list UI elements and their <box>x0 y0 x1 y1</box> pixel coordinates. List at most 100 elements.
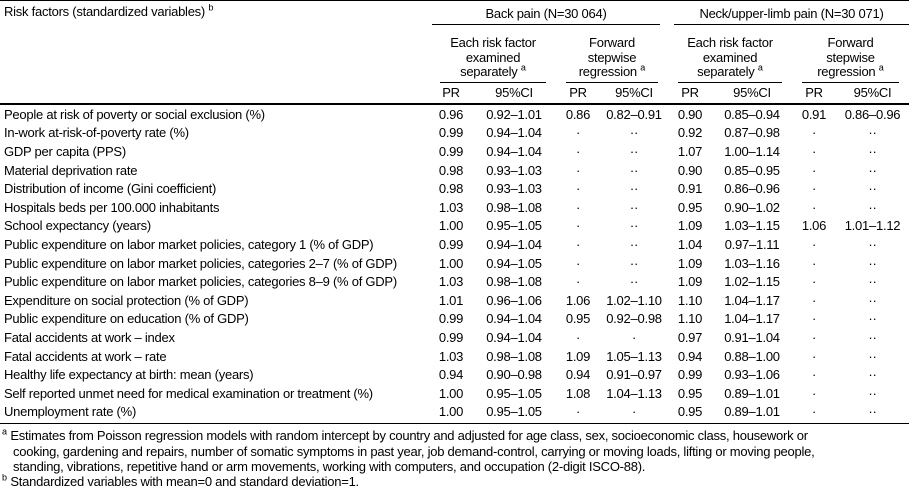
back-separate-pr-value: 0.99 <box>438 329 464 345</box>
back-forward-pr-value: · <box>575 143 581 159</box>
table-row: Public expenditure on labor market polic… <box>0 235 909 254</box>
subheader-footnote-marker: a <box>640 62 646 73</box>
subheader-text: Each risk factor examined separately <box>687 35 773 79</box>
group-header-row: Risk factors (standardized variables) b … <box>0 1 909 25</box>
neck-forward-ci-value: ·· <box>868 181 877 197</box>
neck-forward-ci-value: ·· <box>868 255 877 271</box>
back-separate-ci-value: 0.94–1.04 <box>486 125 542 141</box>
risk-factor-label: School expectancy (years) <box>4 218 151 234</box>
neck-forward-ci-value: ·· <box>868 199 877 215</box>
neck-forward-pr-value: 0.91 <box>801 106 827 122</box>
risk-factor-label: Healthy life expectancy at birth: mean (… <box>4 367 254 383</box>
risk-factor-label: Self reported unmet need for medical exa… <box>4 385 373 401</box>
neck-forward-pr-value: · <box>811 143 817 159</box>
neck-forward-pr-value: · <box>811 292 817 308</box>
back-forward-pr-value: · <box>575 199 581 215</box>
back-forward-ci-value: · <box>631 404 637 420</box>
back-forward-ci-value: ·· <box>629 255 639 271</box>
back-separate-pr-value: 1.00 <box>438 385 464 401</box>
back-separate-ci-value: 0.95–1.05 <box>486 385 542 401</box>
neck-separate-pr-value: 1.07 <box>677 143 703 159</box>
neck-separate-ci-value: 0.85–0.95 <box>724 162 780 178</box>
table-row: Expenditure on social protection (% of G… <box>0 291 909 310</box>
neck-separate-pr-value: 0.95 <box>677 404 703 420</box>
neck-separate-pr-value: 1.09 <box>677 255 703 271</box>
subheader-text: Forward stepwise regression <box>817 35 876 79</box>
neck-separate-ci-value: 1.03–1.16 <box>724 255 780 271</box>
back-forward-pr-value: 0.95 <box>565 311 591 327</box>
table-body: People at risk of poverty or social excl… <box>0 105 909 421</box>
table-row: Fatal accidents at work – index 0.99 0.9… <box>0 328 909 347</box>
back-separate-pr-value: 0.99 <box>438 236 464 252</box>
footnote-b-text: Standardized variables with mean=0 and s… <box>10 474 359 490</box>
row-header-footnote-marker: b <box>208 2 214 13</box>
back-forward-ci-value: 0.82–0.91 <box>606 106 662 122</box>
back-forward-ci-value: ·· <box>629 218 639 234</box>
column-header-row: PR 95%CI PR 95%CI PR 95%CI PR 95%CI <box>0 81 909 103</box>
neck-separate-ci-value: 0.91–1.04 <box>724 329 780 345</box>
back-separate-pr-value: 1.03 <box>438 199 464 215</box>
neck-forward-ci-value: ·· <box>868 274 877 290</box>
back-forward-pr-value: · <box>575 255 581 271</box>
back-separate-pr-value: 0.94 <box>438 367 464 383</box>
column-header-ci: 95%CI <box>853 84 892 100</box>
neck-forward-pr-value: · <box>811 236 817 252</box>
neck-forward-pr-value: · <box>811 404 817 420</box>
subheader-text: Each risk factor examined separately <box>450 35 536 79</box>
neck-separate-pr-value: 0.99 <box>677 367 703 383</box>
neck-forward-pr-value: · <box>811 367 817 383</box>
neck-separate-ci-value: 0.86–0.96 <box>724 181 780 197</box>
neck-separate-ci-value: 1.00–1.14 <box>724 143 780 159</box>
back-forward-pr-value: 0.94 <box>565 367 591 383</box>
back-separate-pr-value: 1.00 <box>438 404 464 420</box>
neck-forward-ci-value: ·· <box>868 404 877 420</box>
neck-forward-pr-value: · <box>811 311 817 327</box>
neck-separate-pr-value: 0.97 <box>677 329 703 345</box>
back-separate-pr-value: 1.00 <box>438 255 464 271</box>
neck-forward-pr-value: · <box>811 274 817 290</box>
back-separate-pr-value: 0.98 <box>438 181 464 197</box>
neck-separate-pr-value: 0.90 <box>677 106 703 122</box>
neck-forward-ci-value: ·· <box>868 329 877 345</box>
neck-separate-pr-value: 0.91 <box>677 181 703 197</box>
neck-separate-ci-value: 0.90–1.02 <box>724 199 780 215</box>
back-forward-pr-value: · <box>575 404 581 420</box>
risk-factor-label: Hospitals beds per 100.000 inhabitants <box>4 199 220 215</box>
back-forward-ci-value: ·· <box>629 125 639 141</box>
column-header-ci: 95%CI <box>495 84 533 100</box>
table-row: People at risk of poverty or social excl… <box>0 105 909 124</box>
table-row: GDP per capita (PPS) 0.99 0.94–1.04 · ··… <box>0 142 909 161</box>
neck-forward-ci-value: ·· <box>868 125 877 141</box>
risk-factor-label: People at risk of poverty or social excl… <box>4 106 265 122</box>
neck-separate-pr-value: 1.10 <box>677 311 703 327</box>
table-row: Distribution of income (Gini coefficient… <box>0 179 909 198</box>
table-row: Public expenditure on education (% of GD… <box>0 310 909 329</box>
back-separate-ci-value: 0.94–1.04 <box>486 143 542 159</box>
risk-factor-label: GDP per capita (PPS) <box>4 143 126 159</box>
subheader-back-separate: Each risk factor examined separately a <box>440 24 546 83</box>
subheader-row: Each risk factor examined separately a F… <box>0 24 909 83</box>
neck-forward-ci-value: ·· <box>868 236 877 252</box>
back-separate-ci-value: 0.94–1.04 <box>486 311 542 327</box>
neck-separate-pr-value: 1.09 <box>677 218 703 234</box>
back-forward-pr-value: · <box>575 125 581 141</box>
neck-forward-pr-value: · <box>811 125 817 141</box>
back-forward-pr-value: · <box>575 218 581 234</box>
risk-factor-label: Public expenditure on education (% of GD… <box>4 311 249 327</box>
back-separate-ci-value: 0.93–1.03 <box>486 162 542 178</box>
back-separate-pr-value: 0.96 <box>438 106 464 122</box>
back-separate-ci-value: 0.94–1.05 <box>486 255 542 271</box>
back-separate-ci-value: 0.94–1.04 <box>486 329 542 345</box>
back-forward-pr-value: · <box>575 162 581 178</box>
subheader-text: Forward stepwise regression <box>578 35 637 79</box>
row-header-text: Risk factors (standardized variables) <box>4 4 205 19</box>
back-forward-ci-value: ·· <box>629 181 639 197</box>
footnote-a-line1: a Estimates from Poisson regression mode… <box>2 427 907 443</box>
risk-factor-label: Fatal accidents at work – rate <box>4 348 167 364</box>
neck-separate-ci-value: 1.03–1.15 <box>724 218 780 234</box>
neck-separate-ci-value: 1.04–1.17 <box>724 292 780 308</box>
neck-separate-pr-value: 0.94 <box>677 348 703 364</box>
back-separate-ci-value: 0.95–1.05 <box>486 404 542 420</box>
column-header-ci: 95%CI <box>615 84 653 100</box>
table-row: Public expenditure on labor market polic… <box>0 254 909 273</box>
